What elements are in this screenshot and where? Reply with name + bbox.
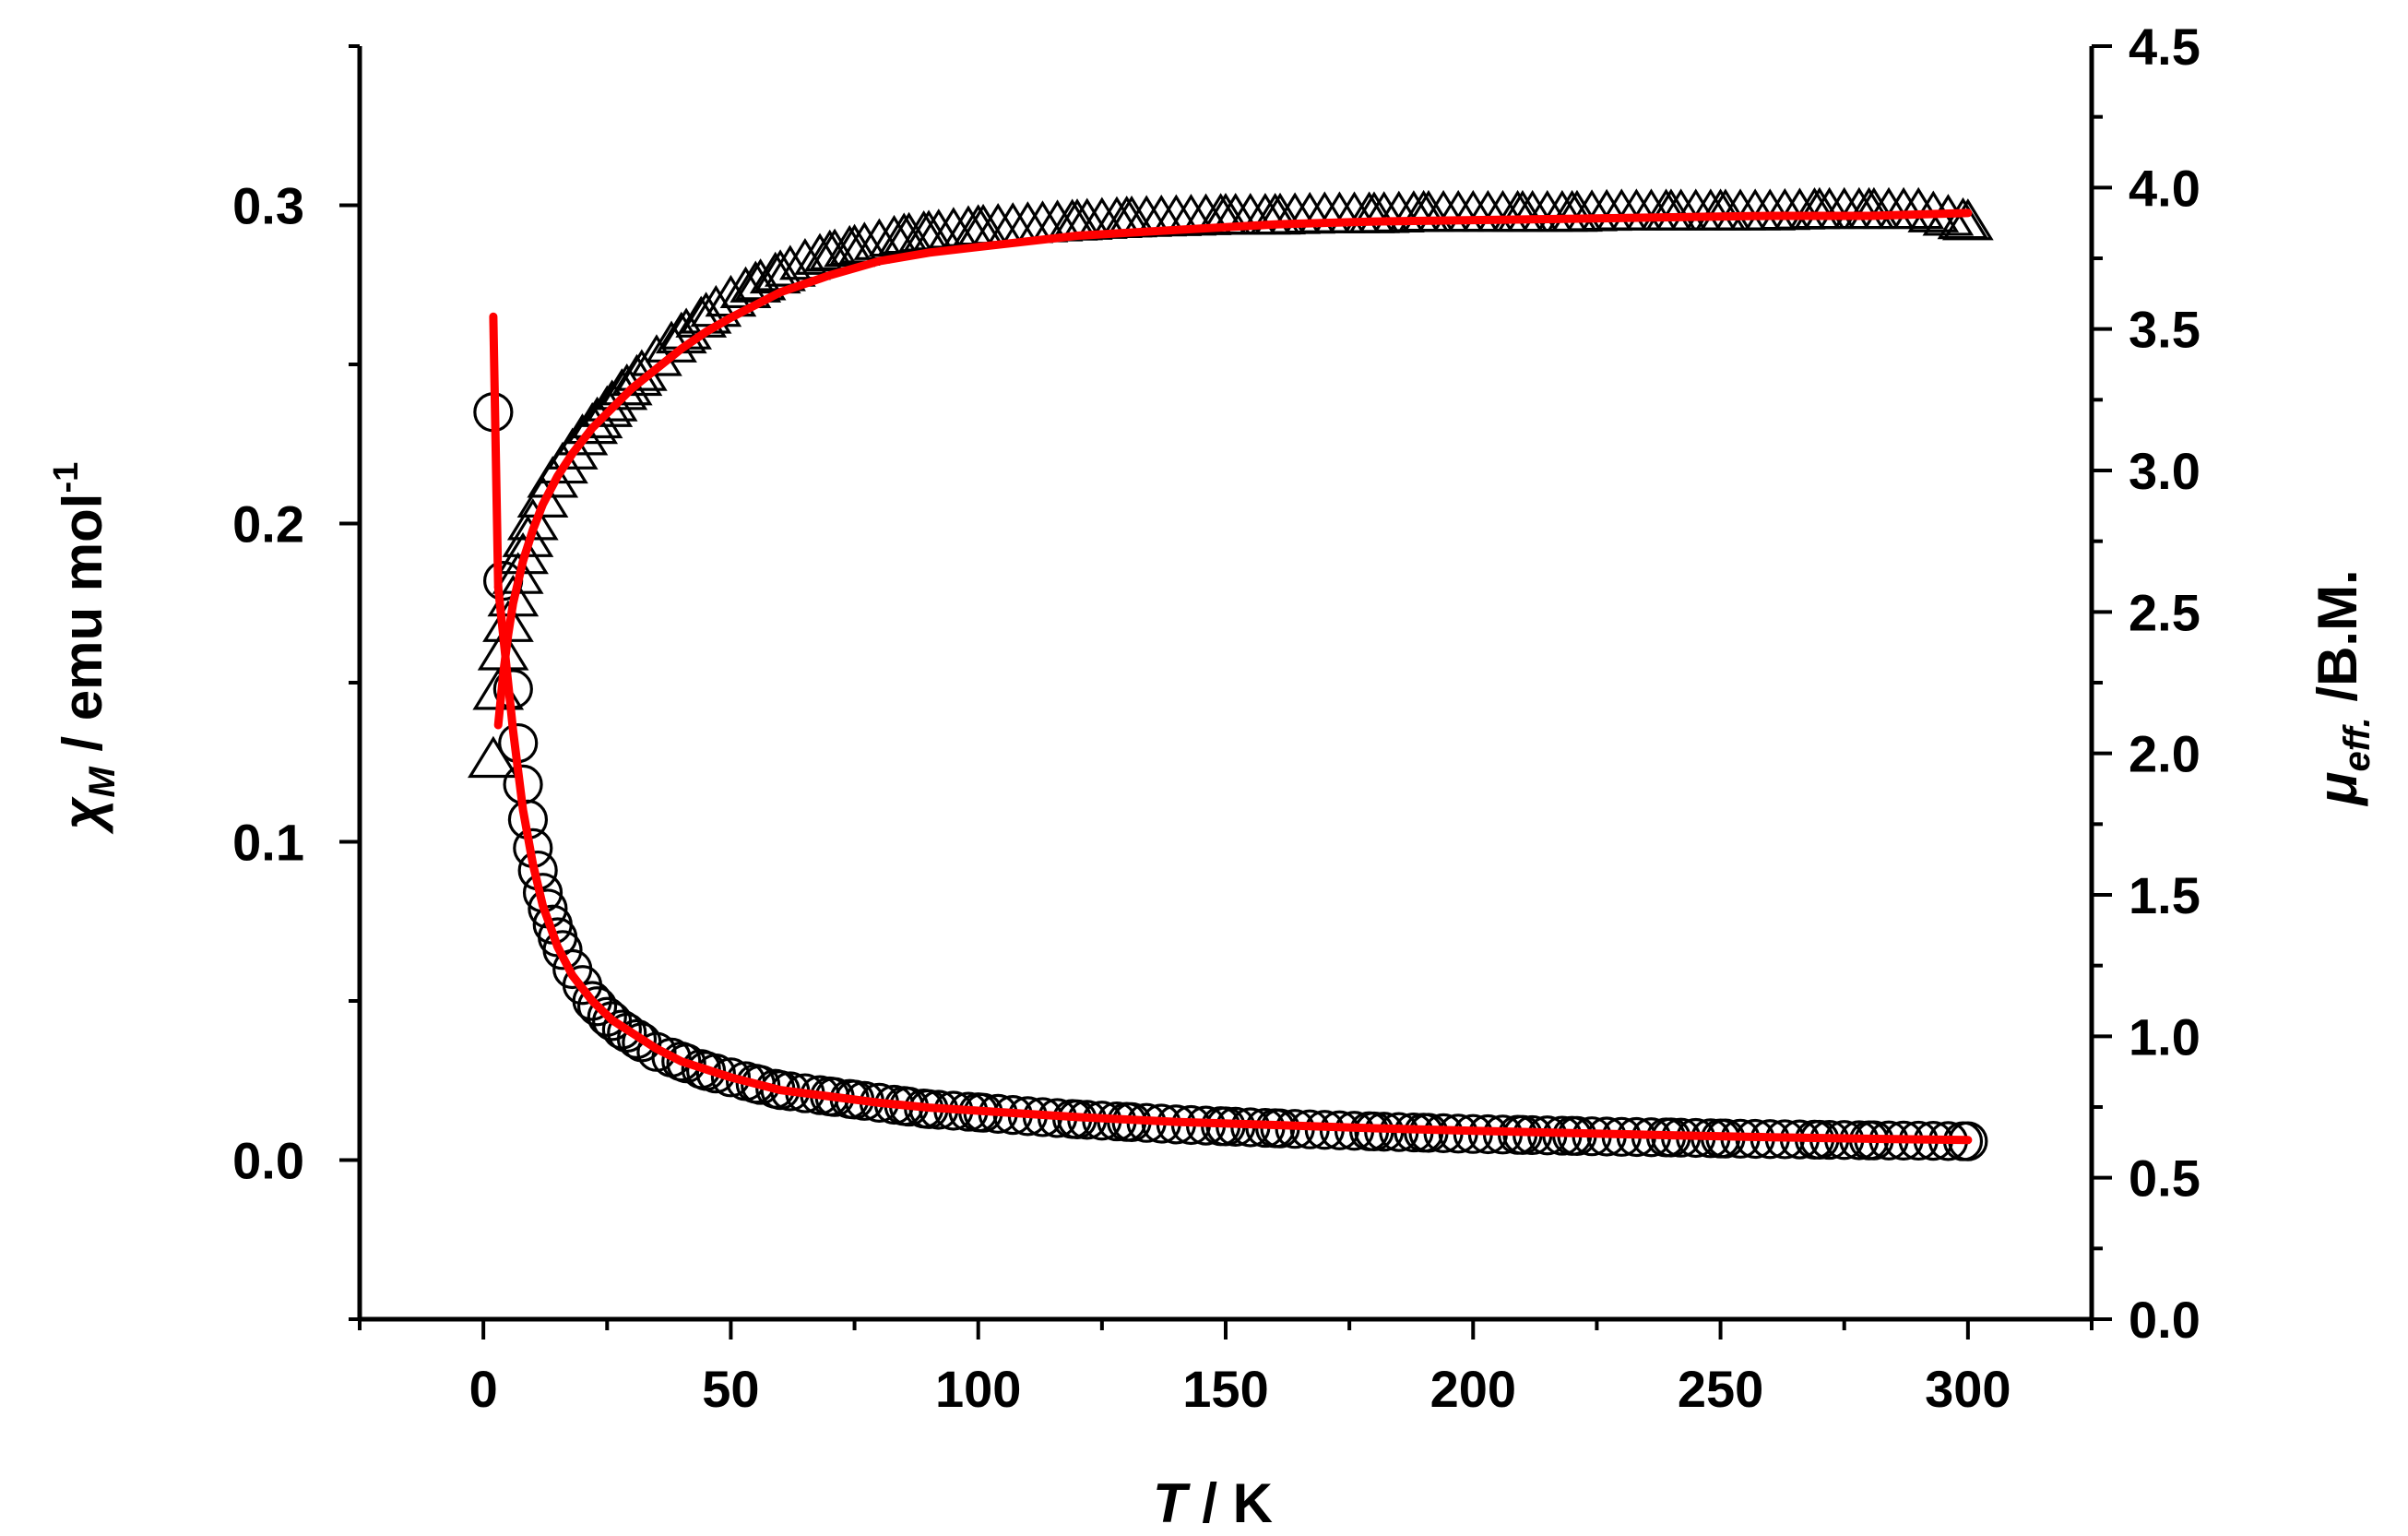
mu-data-point <box>1581 188 1633 232</box>
fit-line <box>489 312 503 591</box>
tick-labels: 0 50 100 150 200 250 300 0.0 0.1 0.2 0.3 0.0 0.5 1.0 1… <box>232 18 2200 1418</box>
mu-data-point <box>1521 189 1573 232</box>
chi-data-point <box>576 986 618 1027</box>
y-right-tick-label: 3.0 <box>2129 442 2200 500</box>
mu-data-point <box>1937 196 1989 240</box>
x-tick-label: 300 <box>1925 1360 2011 1418</box>
y-left-tick-label: 0.2 <box>232 495 304 554</box>
x-tick-label: 0 <box>469 1360 498 1418</box>
fit-curves <box>489 208 1973 1145</box>
mu-data-point <box>794 232 846 275</box>
chi-data-point <box>695 1054 736 1094</box>
y-left-tick-label: 0.1 <box>232 814 304 872</box>
y-right-tick-label: 3.5 <box>2129 301 2200 359</box>
chi-data-point <box>542 930 583 970</box>
y-right-tick-label: 1.5 <box>2129 866 2200 924</box>
y-right-tick-label: 4.0 <box>2129 159 2200 217</box>
mu-data-point <box>1818 186 1870 230</box>
y-right-tick-label: 1.0 <box>2129 1007 2200 1066</box>
y-left-tick-label: 0.3 <box>232 177 304 235</box>
mu-data-point <box>556 413 609 456</box>
y-axis-left-title: χM / emu mol-1 <box>47 462 123 836</box>
y-right-tick-label: 2.5 <box>2129 583 2200 641</box>
mu-data-point <box>571 396 623 439</box>
chi-data-point <box>592 1001 633 1042</box>
y-right-tick-label: 2.0 <box>2129 725 2200 783</box>
chi-data-point <box>725 1061 766 1101</box>
mu-data-point <box>1447 189 1500 232</box>
mu-data-point <box>1669 188 1722 231</box>
fit-line <box>493 583 1973 1145</box>
mu-data-point <box>1595 188 1648 231</box>
x-tick-label: 50 <box>702 1360 759 1418</box>
mu-data-point <box>1432 189 1485 232</box>
y-right-tick-label: 0.5 <box>2129 1149 2200 1208</box>
x-tick-label: 200 <box>1430 1360 1516 1418</box>
fit-line <box>493 208 1973 730</box>
x-tick-label: 150 <box>1182 1360 1268 1418</box>
x-axis-title: T / K <box>1153 1472 1273 1534</box>
x-tick-label: 250 <box>1678 1360 1763 1418</box>
mu-data-point <box>1284 191 1336 234</box>
x-tick-label: 100 <box>935 1360 1021 1418</box>
chi-data-point <box>587 996 627 1037</box>
y-left-tick-label: 0.0 <box>232 1132 304 1190</box>
chi-data-point <box>710 1057 752 1098</box>
mu-data-point <box>1729 188 1781 231</box>
mu-data-point <box>809 228 860 270</box>
mu-data-point <box>1878 186 1929 230</box>
y-right-tick-label: 4.5 <box>2129 18 2200 76</box>
chi-data-point <box>681 1049 721 1089</box>
chi-data-point <box>741 1065 781 1105</box>
mu-data-point <box>468 735 519 779</box>
y-axis-right-title: μeff. /B.M. <box>2307 569 2378 806</box>
axis-ticks <box>339 44 2112 1340</box>
y-right-tick-label: 0.0 <box>2129 1291 2200 1349</box>
